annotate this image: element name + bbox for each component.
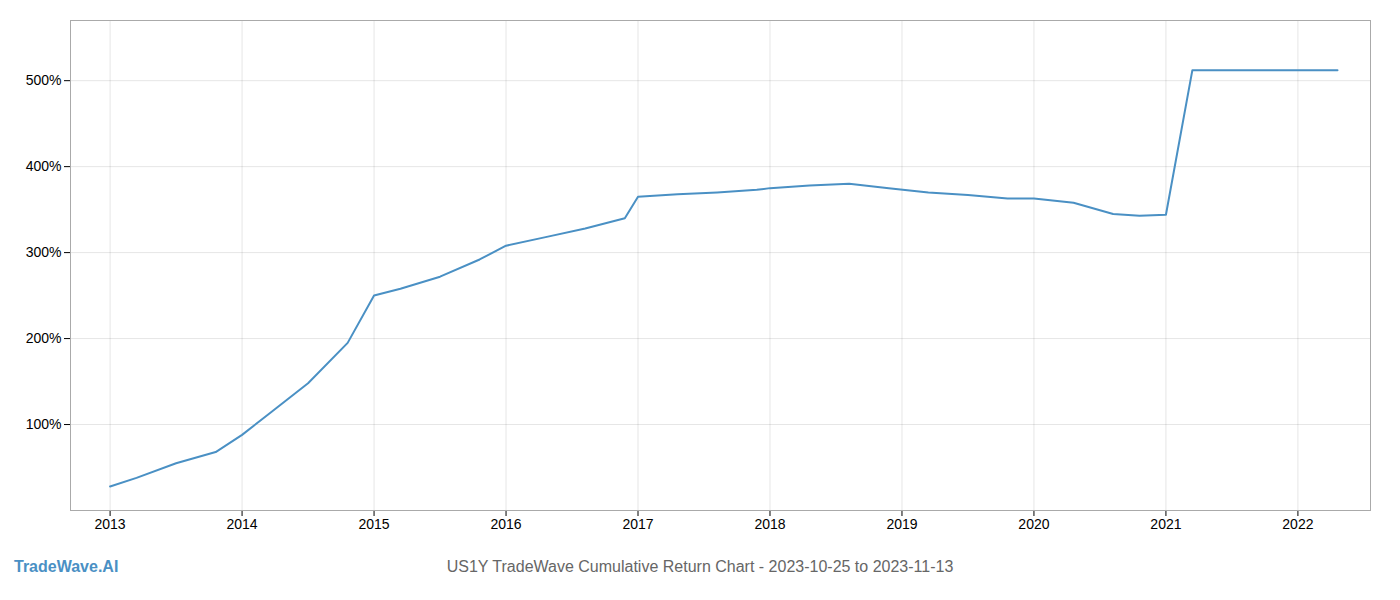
svg-text:500%: 500% bbox=[26, 72, 62, 88]
svg-text:2022: 2022 bbox=[1282, 516, 1313, 532]
svg-text:2021: 2021 bbox=[1150, 516, 1181, 532]
svg-text:200%: 200% bbox=[26, 330, 62, 346]
svg-text:2018: 2018 bbox=[754, 516, 785, 532]
svg-text:2020: 2020 bbox=[1018, 516, 1049, 532]
svg-text:2017: 2017 bbox=[622, 516, 653, 532]
svg-text:2013: 2013 bbox=[95, 516, 126, 532]
svg-text:2014: 2014 bbox=[226, 516, 257, 532]
html-text:TradeWave.AI: TradeWave.AI bbox=[14, 558, 119, 575]
svg-text:2015: 2015 bbox=[358, 516, 389, 532]
svg-text:100%: 100% bbox=[26, 416, 62, 432]
svg-text:400%: 400% bbox=[26, 158, 62, 174]
html-text:US1Y TradeWave Cumulative Retu: US1Y TradeWave Cumulative Return Chart -… bbox=[446, 558, 954, 575]
svg-text:300%: 300% bbox=[26, 244, 62, 260]
svg-text:2019: 2019 bbox=[886, 516, 917, 532]
svg-text:2016: 2016 bbox=[490, 516, 521, 532]
